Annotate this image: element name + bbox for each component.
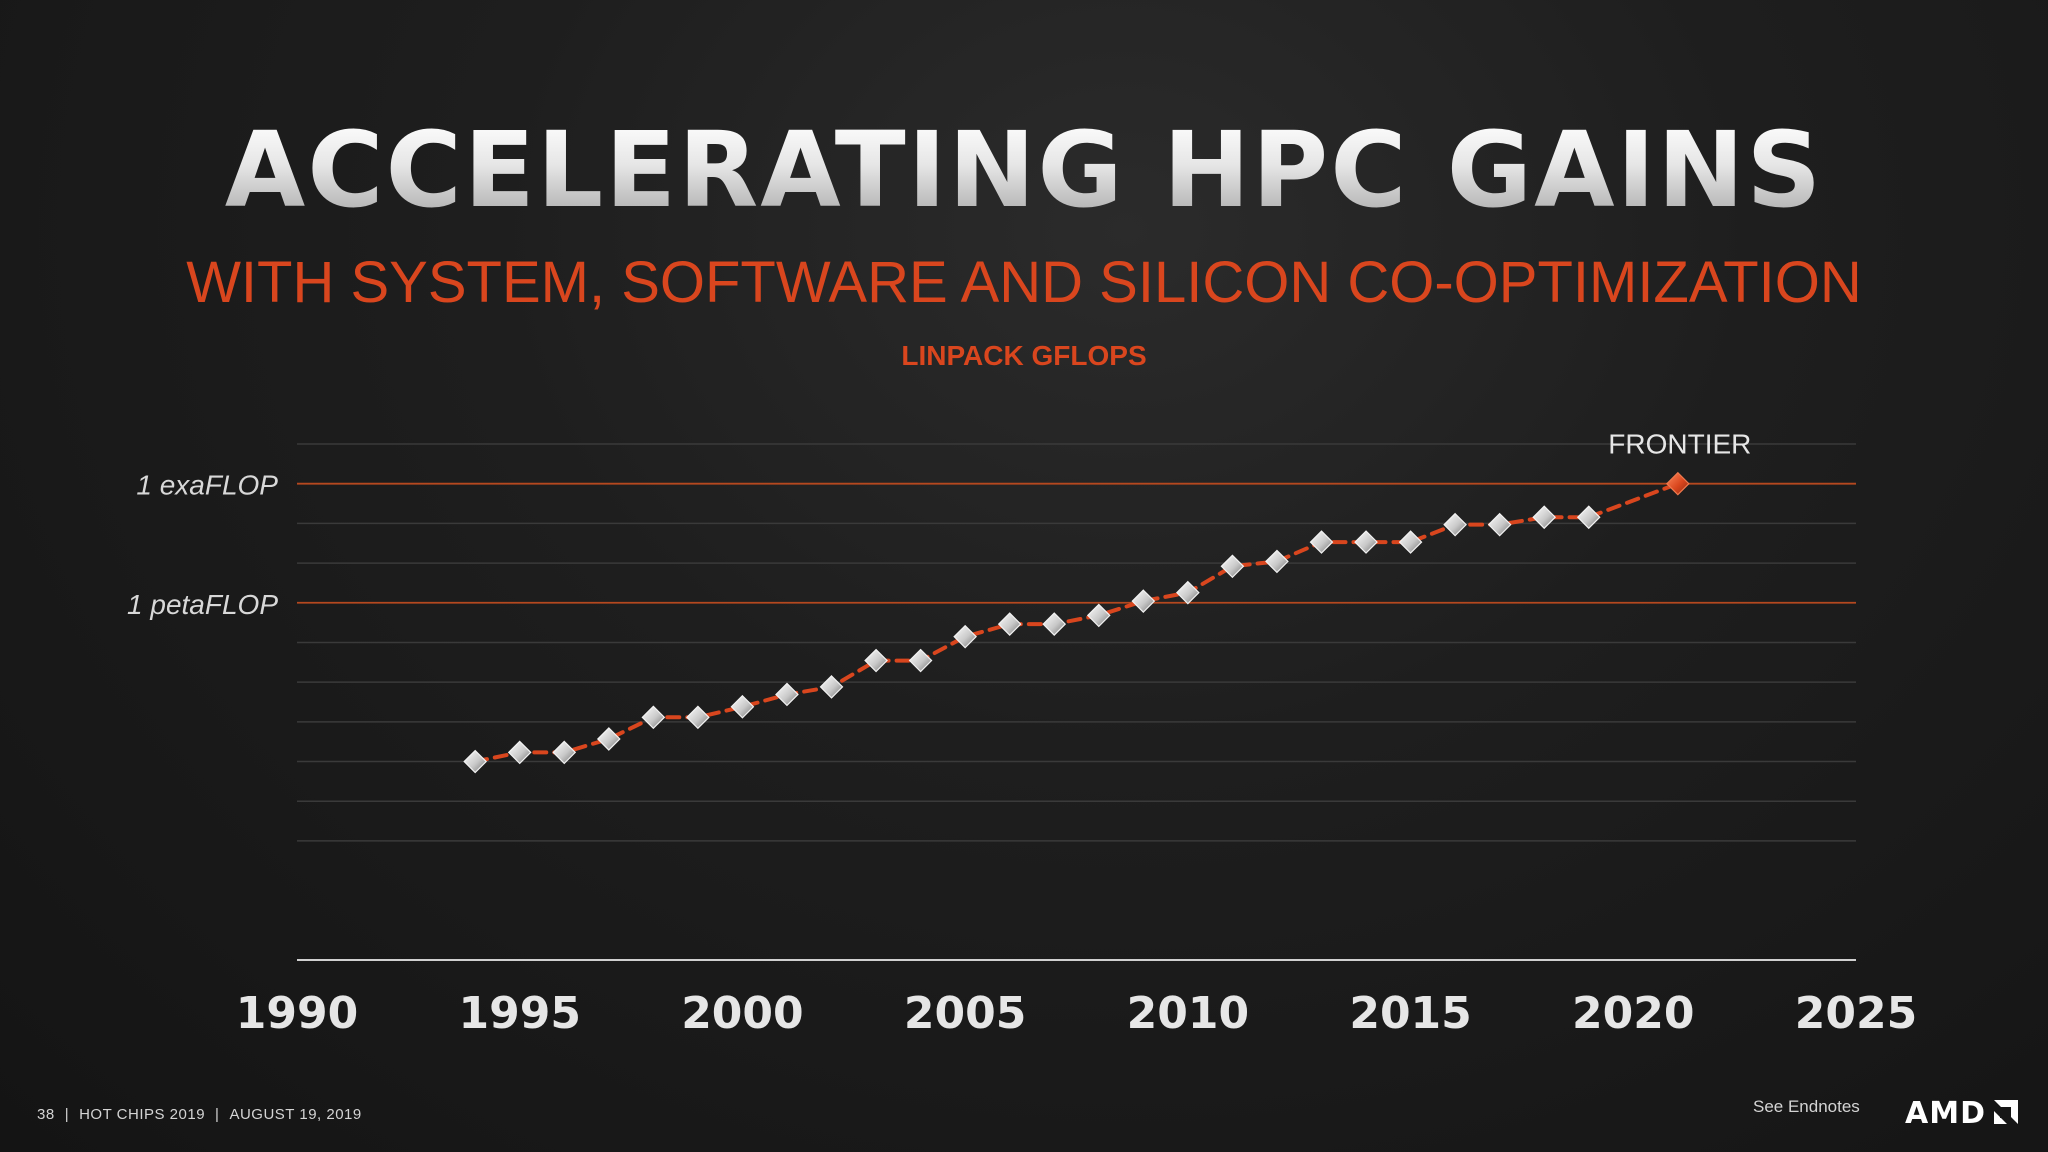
amd-logo: AMD	[1905, 1096, 2018, 1131]
footer-info: 38 | HOT CHIPS 2019 | AUGUST 19, 2019	[37, 1106, 362, 1123]
frontier-data-point	[1665, 471, 1690, 496]
x-tick-label: 2020	[1572, 988, 1694, 1039]
data-point	[1487, 512, 1512, 537]
x-tick-label: 1995	[458, 988, 580, 1039]
data-point	[997, 612, 1022, 636]
data-point	[552, 740, 577, 765]
data-point	[507, 740, 532, 765]
data-point	[1176, 580, 1200, 605]
data-point	[1443, 512, 1467, 537]
x-tick-label: 2005	[904, 988, 1026, 1039]
data-point	[641, 705, 666, 730]
chart-title: LINPACK GFLOPS	[901, 340, 1147, 371]
x-tick-label: 2010	[1127, 988, 1249, 1039]
reference-line-label: 1 petaFLOP	[127, 589, 278, 620]
data-point	[1576, 505, 1601, 530]
slide-title: ACCELERATING HPC GAINS	[0, 118, 2048, 222]
labels-layer: FRONTIER	[1608, 429, 1751, 460]
data-point	[1131, 589, 1156, 613]
data-point	[1354, 530, 1378, 554]
event-date: AUGUST 19, 2019	[229, 1106, 362, 1123]
footer-separator: |	[64, 1106, 70, 1123]
event-name: HOT CHIPS 2019	[79, 1106, 206, 1123]
data-point	[953, 624, 977, 649]
data-point	[819, 675, 844, 699]
reference-line-label: 1 exaFLOP	[136, 470, 278, 501]
axis-layer: 1990 1995 2000 2005 2010 2015 2020 2025	[236, 959, 1917, 1039]
data-point	[1042, 612, 1067, 636]
data-point	[1398, 530, 1423, 554]
data-point	[730, 694, 755, 719]
data-point	[1086, 603, 1111, 628]
footer-separator: |	[215, 1106, 220, 1123]
markers-layer	[463, 471, 1690, 774]
x-tick-label: 1990	[236, 988, 358, 1039]
grid-layer	[297, 443, 1856, 842]
data-point	[908, 648, 933, 673]
data-point	[775, 682, 799, 707]
x-tick-label: 2015	[1349, 988, 1471, 1039]
data-point	[463, 749, 488, 774]
data-point	[1532, 505, 1557, 530]
page-number: 38	[37, 1106, 55, 1123]
amd-logo-text: AMD	[1905, 1096, 1986, 1131]
data-point	[864, 648, 888, 673]
data-point	[1220, 554, 1245, 579]
data-point	[686, 705, 710, 730]
slide-subtitle: WITH SYSTEM, SOFTWARE AND SILICON CO-OPT…	[186, 250, 1862, 315]
frontier-annotation: FRONTIER	[1608, 429, 1751, 460]
x-tick-label: 2000	[681, 988, 803, 1039]
reference-lines-layer: 1 exaFLOP 1 petaFLOP	[127, 470, 1856, 620]
amd-arrow-icon	[1993, 1099, 2018, 1124]
data-point	[1309, 530, 1334, 554]
endnotes-note: See Endnotes	[1753, 1097, 1860, 1116]
data-point	[1265, 549, 1289, 574]
x-tick-label: 2025	[1795, 988, 1917, 1039]
data-point	[596, 727, 621, 751]
